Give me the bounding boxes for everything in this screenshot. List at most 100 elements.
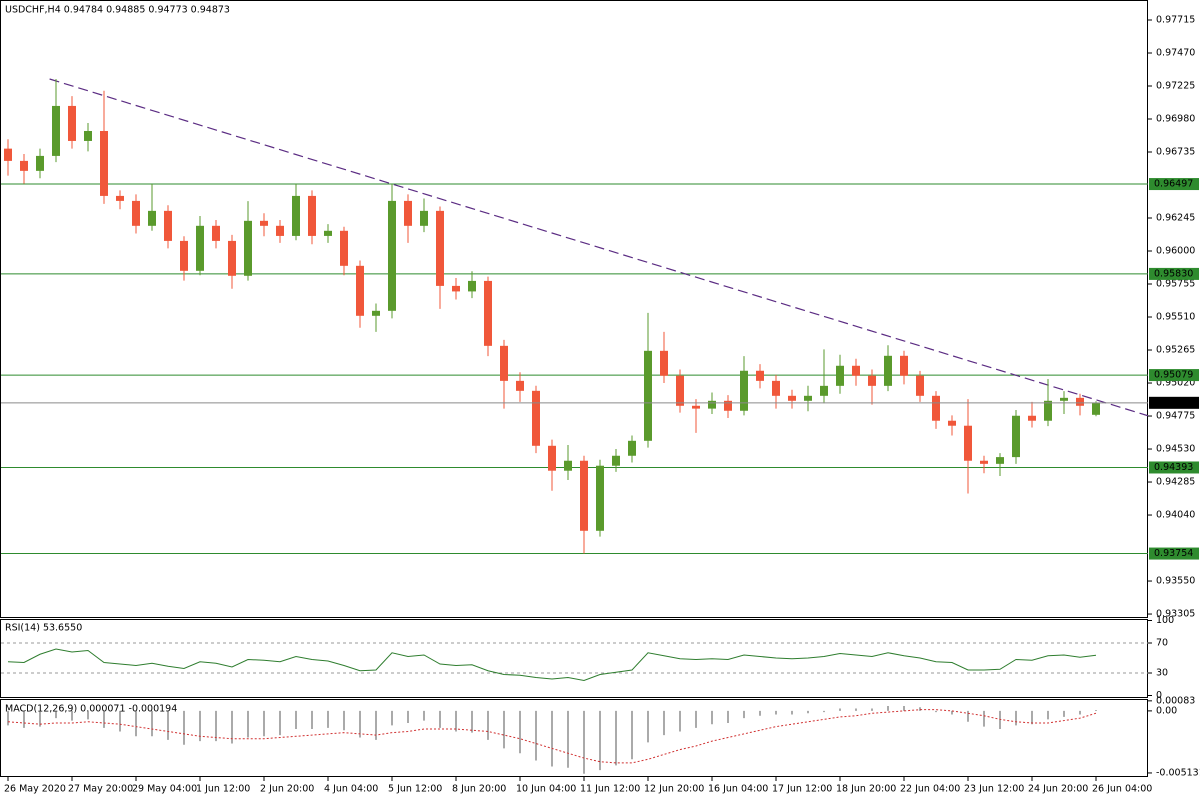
candle-body [852, 365, 860, 376]
y-tick-label: 100 [1156, 615, 1174, 626]
y-tick-label: 0.96735 [1156, 147, 1195, 158]
candle-body [1092, 402, 1100, 415]
candle-body [52, 105, 60, 156]
candle-body [1060, 397, 1068, 401]
candle-body [868, 375, 876, 386]
candle-body [836, 365, 844, 386]
level-label: 0.95079 [1154, 370, 1193, 381]
current-price-label: 0.94873 [1154, 397, 1193, 408]
candle-body [452, 285, 460, 292]
candle-body [692, 405, 700, 409]
x-tick-label: 26 May 2020 [4, 784, 66, 795]
level-label-box [1149, 369, 1199, 382]
rsi-panel [0, 619, 1148, 698]
candle-body [628, 440, 636, 456]
candle-body [724, 400, 732, 411]
candle-body [612, 455, 620, 466]
candle-body [212, 225, 220, 241]
main-panel [0, 0, 1148, 618]
macd-title: MACD(12,26,9) 0.000071 -0.000194 [5, 704, 177, 715]
candle-body [228, 240, 236, 276]
candle-body [740, 370, 748, 411]
candle-body [804, 395, 812, 401]
y-tick-label: 0.94040 [1156, 510, 1195, 521]
candle-body [756, 370, 764, 381]
candle-body [164, 210, 172, 241]
x-tick-label: 29 May 04:00 [132, 784, 197, 795]
level-label-box [1149, 461, 1199, 474]
candle-body [468, 280, 476, 292]
candle-body [788, 395, 796, 401]
y-tick-label: 0 [1156, 690, 1162, 701]
candle-body [500, 345, 508, 381]
signal-line [7, 709, 1097, 764]
x-tick-label: 24 Jun 20:00 [1028, 784, 1088, 795]
y-tick-label: 0.97225 [1156, 80, 1195, 91]
candle-body [964, 425, 972, 461]
y-tick-label: 70 [1156, 638, 1168, 649]
candle-body [820, 385, 828, 396]
level-label: 0.93754 [1154, 548, 1193, 559]
candle-body [404, 200, 412, 226]
y-tick-label: 0.95510 [1156, 312, 1195, 323]
y-tick-label: 0.95020 [1156, 378, 1195, 389]
candle-body [676, 375, 684, 406]
x-tick-label: 12 Jun 20:00 [644, 784, 704, 795]
candle-body [100, 130, 108, 196]
candle-body [340, 230, 348, 266]
x-tick-label: 16 Jun 04:00 [708, 784, 768, 795]
candle-body [996, 457, 1004, 464]
candle-body [548, 445, 556, 471]
candle-body [1028, 415, 1036, 421]
candle-body [20, 160, 28, 171]
candle-body [84, 130, 92, 141]
candle-body [276, 225, 284, 236]
candle-body [196, 225, 204, 271]
rsi-line [7, 648, 1097, 682]
y-tick-label: 0.97470 [1156, 47, 1195, 58]
candle-body [884, 355, 892, 386]
y-tick-label: 0.00083 [1156, 695, 1195, 706]
candle-body [68, 105, 76, 141]
candle-body [308, 195, 316, 236]
candle-body [436, 210, 444, 286]
candle-body [516, 380, 524, 391]
level-label: 0.95830 [1154, 268, 1193, 279]
x-tick-label: 5 Jun 12:00 [388, 784, 442, 795]
level-label-box [1149, 178, 1199, 191]
level-label-box [1149, 267, 1199, 280]
x-tick-label: 23 Jun 12:00 [964, 784, 1024, 795]
candle-body [324, 230, 332, 236]
x-tick-label: 26 Jun 04:00 [1092, 784, 1152, 795]
y-tick-label: 0.96000 [1156, 246, 1195, 257]
candle-body [116, 195, 124, 201]
candle-body [180, 240, 188, 271]
x-tick-label: 4 Jun 04:00 [324, 784, 378, 795]
level-label: 0.94393 [1154, 462, 1193, 473]
y-tick-label: 0.94775 [1156, 411, 1195, 422]
y-tick-label: 0.96980 [1156, 114, 1195, 125]
y-tick-label: 0.93550 [1156, 576, 1195, 587]
candle-body [1012, 415, 1020, 458]
candle-body [244, 220, 252, 276]
candle-body [372, 310, 380, 316]
candle-body [596, 465, 604, 531]
x-tick-label: 11 Jun 12:00 [580, 784, 640, 795]
candle-body [388, 200, 396, 311]
level-label-box [1149, 547, 1199, 560]
candle-body [356, 265, 364, 316]
y-tick-label: 0.95755 [1156, 279, 1195, 290]
x-tick-label: 2 Jun 20:00 [260, 784, 314, 795]
x-tick-label: 18 Jun 20:00 [836, 784, 896, 795]
chart-title: USDCHF,H4 0.94784 0.94885 0.94773 0.9487… [5, 5, 230, 16]
y-tick-label: 0.97715 [1156, 14, 1195, 25]
candle-body [580, 460, 588, 531]
y-tick-label: 0.00 [1156, 705, 1177, 716]
candle-body [564, 460, 572, 471]
candle-body [948, 420, 956, 426]
candle-body [772, 380, 780, 396]
y-tick-label: 0.96245 [1156, 213, 1195, 224]
candle-body [4, 148, 12, 161]
candle-body [132, 200, 140, 226]
candle-body [484, 280, 492, 346]
